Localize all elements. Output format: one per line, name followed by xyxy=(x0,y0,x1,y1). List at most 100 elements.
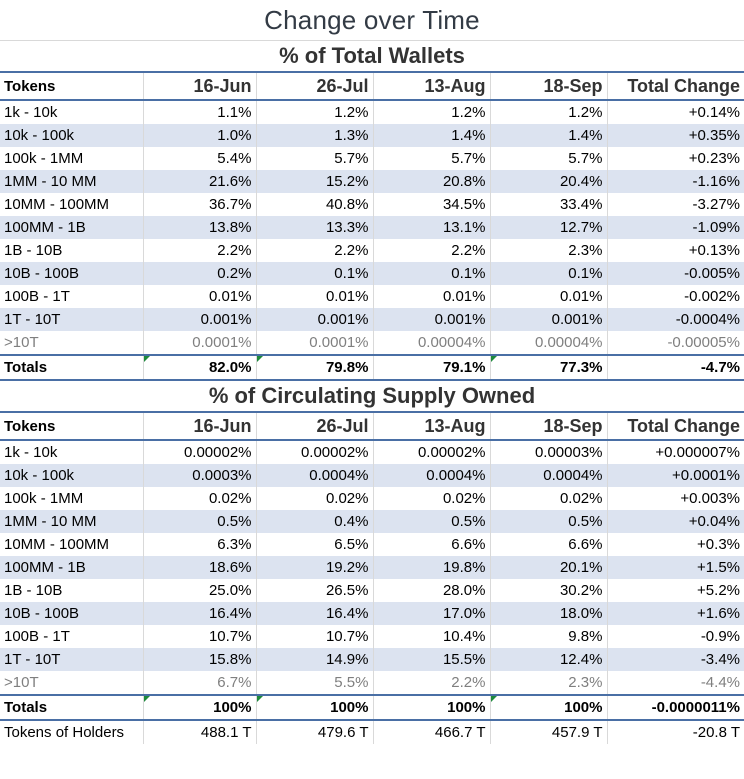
value-cell[interactable]: 5.4% xyxy=(143,147,257,170)
row-label-cell[interactable]: 1T - 10T xyxy=(0,648,144,671)
value-cell[interactable]: 0.00004% xyxy=(373,331,491,355)
row-label-cell[interactable]: 1MM - 10 MM xyxy=(0,510,144,533)
value-cell[interactable]: 1.4% xyxy=(490,124,608,147)
value-cell[interactable]: 21.6% xyxy=(143,170,257,193)
row-label-cell[interactable]: 10k - 100k xyxy=(0,464,144,487)
value-cell[interactable]: +0.13% xyxy=(688,242,740,259)
value-cell[interactable]: -0.00005% xyxy=(667,334,740,351)
value-cell[interactable]: 5.7% xyxy=(373,147,491,170)
value-cell[interactable]: +0.0001% xyxy=(607,464,744,487)
value-cell[interactable]: -0.0000011% xyxy=(607,694,744,721)
value-cell[interactable]: 17.0% xyxy=(373,602,491,625)
value-cell[interactable]: 2.3% xyxy=(490,671,608,695)
row-label-cell[interactable]: 100B - 1T xyxy=(0,285,144,308)
value-cell[interactable]: 2.2% xyxy=(143,239,257,262)
row-label-cell[interactable]: 10B - 100B xyxy=(0,602,144,625)
value-cell[interactable]: +0.000007% xyxy=(655,444,740,461)
value-cell[interactable]: 16-Jun xyxy=(143,73,257,101)
value-cell[interactable]: 0.01% xyxy=(490,285,608,308)
value-cell[interactable]: 0.5% xyxy=(373,510,491,533)
value-cell[interactable]: 34.5% xyxy=(373,193,491,216)
row-label-cell[interactable]: Tokens of Holders xyxy=(0,719,144,744)
value-cell[interactable]: +1.5% xyxy=(607,556,744,579)
value-cell[interactable]: 9.8% xyxy=(490,625,608,648)
value-cell[interactable]: 18.6% xyxy=(143,556,257,579)
value-cell[interactable]: -4.7% xyxy=(607,354,744,381)
value-cell[interactable]: 82.0% xyxy=(143,354,257,381)
row-label-cell[interactable]: Tokens xyxy=(0,73,144,101)
value-cell[interactable]: 0.02% xyxy=(256,487,374,510)
value-cell[interactable]: 0.4% xyxy=(256,510,374,533)
value-cell[interactable]: 20.8% xyxy=(373,170,491,193)
value-cell[interactable]: 0.02% xyxy=(143,487,257,510)
value-cell[interactable]: 25.0% xyxy=(143,579,257,602)
row-label-cell[interactable]: 1T - 10T xyxy=(0,308,144,331)
value-cell[interactable]: +0.3% xyxy=(697,536,740,553)
value-cell[interactable]: 20.4% xyxy=(490,170,608,193)
value-cell[interactable]: 6.3% xyxy=(143,533,257,556)
value-cell[interactable]: -1.09% xyxy=(607,216,744,239)
value-cell[interactable]: 6.5% xyxy=(256,533,374,556)
value-cell[interactable]: 0.0003% xyxy=(143,464,257,487)
row-label-cell[interactable]: 10k - 100k xyxy=(0,124,144,147)
value-cell[interactable]: 466.7 T xyxy=(373,719,491,744)
value-cell[interactable]: 5.7% xyxy=(256,147,374,170)
row-label-cell[interactable]: 10B - 100B xyxy=(0,262,144,285)
value-cell[interactable]: 0.0001% xyxy=(143,331,257,355)
value-cell[interactable]: 488.1 T xyxy=(143,719,257,744)
value-cell[interactable]: 0.1% xyxy=(256,262,374,285)
value-cell[interactable]: +0.003% xyxy=(680,490,740,507)
row-label-cell[interactable]: 1B - 10B xyxy=(0,579,144,602)
value-cell[interactable]: 0.0004% xyxy=(373,464,491,487)
value-cell[interactable]: 1.2% xyxy=(490,100,608,124)
value-cell[interactable]: 79.1% xyxy=(373,354,491,381)
row-label-cell[interactable]: 100k - 1MM xyxy=(0,487,144,510)
value-cell[interactable]: 1.0% xyxy=(143,124,257,147)
row-label-cell[interactable]: >10T xyxy=(0,671,144,695)
value-cell[interactable]: 6.6% xyxy=(490,533,608,556)
value-cell[interactable]: 1.4% xyxy=(373,124,491,147)
value-cell[interactable]: 0.01% xyxy=(256,285,374,308)
value-cell[interactable]: -20.8 T xyxy=(607,719,744,744)
value-cell[interactable]: +5.2% xyxy=(697,582,740,599)
value-cell[interactable]: 15.2% xyxy=(256,170,374,193)
value-cell[interactable]: 2.3% xyxy=(490,239,608,262)
value-cell[interactable]: 77.3% xyxy=(490,354,608,381)
value-cell[interactable]: 13-Aug xyxy=(373,73,491,101)
value-cell[interactable]: 28.0% xyxy=(373,579,491,602)
value-cell[interactable]: 1.2% xyxy=(373,100,491,124)
value-cell[interactable]: +0.35% xyxy=(607,124,744,147)
row-label-cell[interactable]: 1k - 10k xyxy=(0,440,144,464)
value-cell[interactable]: 0.01% xyxy=(373,285,491,308)
value-cell[interactable]: 12.7% xyxy=(490,216,608,239)
value-cell[interactable]: Total Change xyxy=(607,73,744,101)
value-cell[interactable]: 0.5% xyxy=(143,510,257,533)
value-cell[interactable]: 0.001% xyxy=(256,308,374,331)
row-label-cell[interactable]: 100MM - 1B xyxy=(0,216,144,239)
value-cell[interactable]: 13.1% xyxy=(373,216,491,239)
value-cell[interactable]: 30.2% xyxy=(490,579,608,602)
value-cell[interactable]: -0.005% xyxy=(607,262,744,285)
value-cell[interactable]: 16-Jun xyxy=(143,413,257,441)
value-cell[interactable]: 15.5% xyxy=(373,648,491,671)
value-cell[interactable]: 5.5% xyxy=(256,671,374,695)
value-cell[interactable]: 16.4% xyxy=(143,602,257,625)
value-cell[interactable]: 79.8% xyxy=(256,354,374,381)
value-cell[interactable]: 100% xyxy=(143,694,257,721)
value-cell[interactable]: 6.6% xyxy=(373,533,491,556)
value-cell[interactable]: 0.001% xyxy=(373,308,491,331)
value-cell[interactable]: -1.16% xyxy=(607,170,744,193)
value-cell[interactable]: 0.1% xyxy=(490,262,608,285)
value-cell[interactable]: 18-Sep xyxy=(490,73,608,101)
value-cell[interactable]: 18.0% xyxy=(490,602,608,625)
value-cell[interactable]: 0.00002% xyxy=(143,440,257,464)
value-cell[interactable]: 10.7% xyxy=(256,625,374,648)
value-cell[interactable]: -3.27% xyxy=(692,196,740,213)
value-cell[interactable]: 10.4% xyxy=(373,625,491,648)
value-cell[interactable]: 14.9% xyxy=(256,648,374,671)
row-label-cell[interactable]: 10MM - 100MM xyxy=(0,533,144,556)
value-cell[interactable]: 100% xyxy=(373,694,491,721)
value-cell[interactable]: 0.2% xyxy=(143,262,257,285)
value-cell[interactable]: 0.00002% xyxy=(256,440,374,464)
value-cell[interactable]: 33.4% xyxy=(490,193,608,216)
